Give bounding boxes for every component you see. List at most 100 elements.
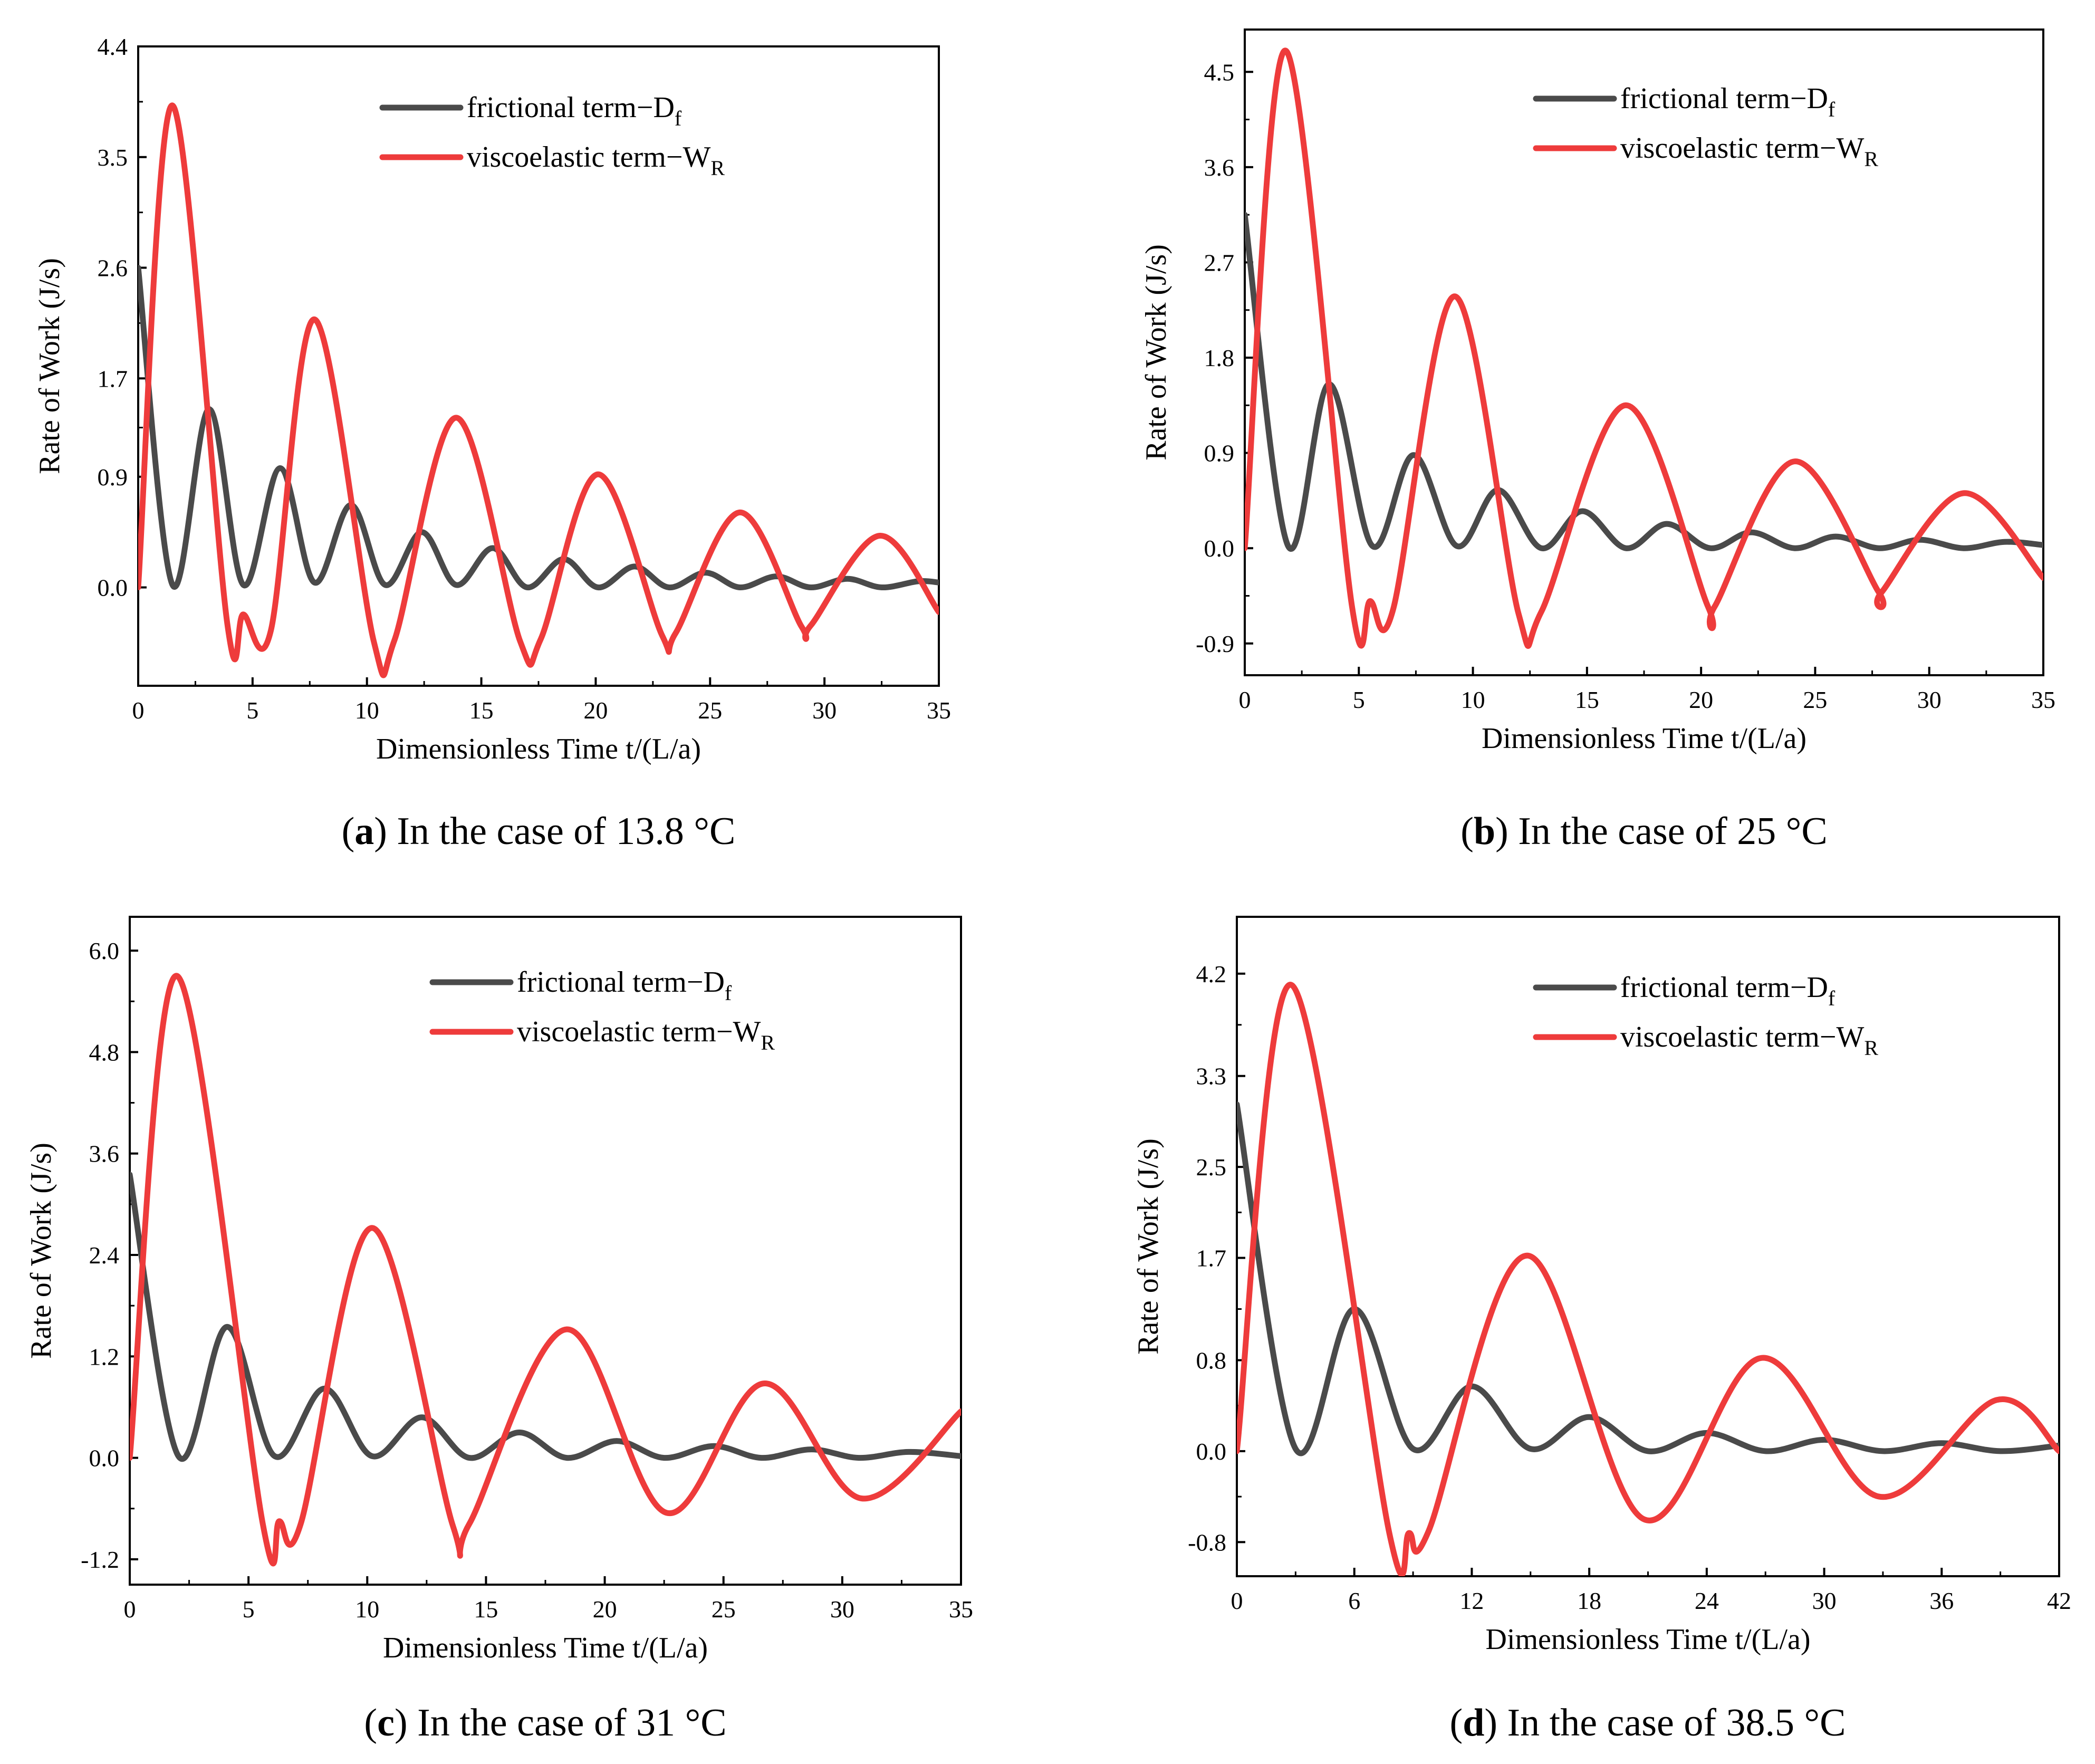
x-axis-label: Dimensionless Time t/(L/a) [376,733,701,765]
caption-letter: b [1474,810,1495,853]
x-tick-label: 5 [243,1596,255,1623]
y-tick-label: 0.0 [98,574,128,601]
y-tick-label: 0.8 [1196,1347,1227,1374]
legend-label-subscript: f [675,107,682,130]
y-tick-label: 1.7 [1196,1245,1227,1272]
chart-panel-d: 0 6 12 18 24 30 36 42 -0.8 0.0 0.8 1.7 2.5 3.3 4.2 Dime… [1132,916,2071,1744]
y-tick-label: 6.0 [89,937,120,964]
caption-text: ) In the case of 31 °C [395,1701,727,1744]
caption-open: ( [1460,810,1474,853]
x-tick-label: 24 [1695,1587,1719,1614]
y-tick-label: -0.8 [1188,1529,1226,1556]
series-line-viscoelastic [1245,47,2043,649]
x-tick-label: 12 [1459,1587,1484,1614]
x-tick-label: 30 [812,697,837,724]
caption-text: ) In the case of 38.5 °C [1484,1701,1846,1744]
y-tick-label: 1.8 [1204,344,1235,371]
x-tick-label: 35 [927,697,951,724]
series-line-viscoelastic [1237,982,2059,1576]
x-axis-label: Dimensionless Time t/(L/a) [383,1632,708,1664]
y-axis-label: Rate of Work (J/s) [25,1143,57,1359]
legend-label-viscoelastic: viscoelastic term−WR [1620,132,1878,171]
legend-label-subscript: R [1864,147,1878,171]
series-group [130,973,961,1567]
series-group [1237,982,2059,1576]
caption-open: ( [342,810,355,853]
caption-open: ( [364,1701,377,1744]
y-tick-label: 1.2 [89,1343,120,1370]
x-tick-label: 0 [1239,686,1251,713]
legend-label-subscript: R [1864,1036,1878,1060]
x-tick-label: 20 [583,697,608,724]
x-tick-label: 5 [246,697,258,724]
series-line-frictional [138,265,939,591]
chart-panel-b: 0 5 10 15 20 25 30 35 -0.9 0.0 0.9 1.8 2.7 3.6 4.5 Dime… [1140,28,2055,853]
legend-label-subscript: R [710,156,725,180]
x-tick-label: 0 [132,697,145,724]
x-axis-label: Dimensionless Time t/(L/a) [1486,1623,1811,1656]
y-axis-label: Rate of Work (J/s) [1132,1138,1165,1355]
y-tick-label: 4.4 [98,33,128,60]
series-line-viscoelastic [130,973,961,1567]
series-line-frictional [1237,1101,2059,1456]
x-tick-label: 30 [830,1596,854,1623]
x-tick-label: 42 [2047,1587,2071,1614]
x-tick-label: 6 [1348,1587,1360,1614]
caption-open: ( [1450,1701,1463,1744]
y-tick-label: 4.8 [89,1039,120,1066]
x-tick-label: 18 [1577,1587,1601,1614]
legend-label-subscript: f [1828,98,1835,121]
y-tick-label: 4.2 [1196,961,1227,988]
y-tick-label: 1.7 [98,365,128,392]
legend-label-main: frictional term−D [467,91,675,124]
figure-panels: 0 5 10 15 20 25 30 35 0.0 0.9 1.7 2.6 3.5 4.4 Dimensio… [25,28,2071,1744]
x-axis-label: Dimensionless Time t/(L/a) [1482,722,1806,755]
legend-label-main: viscoelastic term−W [517,1015,761,1048]
series-group [1245,47,2043,649]
y-tick-label: 3.6 [1204,154,1235,181]
legend-label-viscoelastic: viscoelastic term−WR [467,141,725,180]
panel-caption: (b) In the case of 25 °C [1460,810,1827,853]
legend-label-frictional: frictional term−Df [517,966,732,1005]
legend-label-frictional: frictional term−Df [1620,82,1835,121]
caption-text: ) In the case of 25 °C [1495,810,1828,853]
y-tick-label: 2.4 [89,1242,120,1269]
y-tick-label: 0.9 [98,464,128,491]
x-tick-label: 30 [1917,686,1942,713]
x-tick-label: 15 [1575,686,1599,713]
y-tick-label: 0.9 [1204,440,1235,467]
x-tick-label: 10 [355,697,379,724]
y-tick-label: 0.0 [1204,535,1235,562]
caption-letter: d [1463,1701,1484,1744]
x-tick-label: 20 [593,1596,617,1623]
panel-caption: (d) In the case of 38.5 °C [1450,1701,1846,1744]
legend-label-subscript: f [725,981,732,1005]
x-tick-label: 0 [1231,1587,1243,1614]
y-tick-label: 0.0 [89,1445,120,1472]
legend-label-main: frictional term−D [1620,971,1828,1004]
y-tick-label: 3.5 [98,144,128,171]
x-tick-label: 25 [1803,686,1827,713]
x-tick-label: 15 [469,697,494,724]
x-tick-label: 36 [1929,1587,1954,1614]
y-tick-label: 4.5 [1204,59,1235,85]
legend-label-main: frictional term−D [1620,82,1828,115]
y-axis-label: Rate of Work (J/s) [33,258,66,474]
y-axis-label: Rate of Work (J/s) [1140,244,1173,461]
x-tick-label: 20 [1689,686,1713,713]
x-tick-label: 25 [698,697,722,724]
chart-panel-a: 0 5 10 15 20 25 30 35 0.0 0.9 1.7 2.6 3.5 4.4 Dimensio… [33,33,951,853]
x-tick-label: 10 [355,1596,379,1623]
legend-label-viscoelastic: viscoelastic term−WR [1620,1021,1878,1060]
series-line-frictional [130,1172,961,1462]
y-tick-label: 0.0 [1196,1438,1227,1465]
panel-caption: (a) In the case of 13.8 °C [342,810,736,853]
caption-text: ) In the case of 13.8 °C [374,810,735,853]
caption-letter: c [377,1701,395,1744]
legend-label-subscript: f [1828,986,1835,1010]
x-tick-label: 35 [949,1596,973,1623]
y-tick-label: -1.2 [81,1546,119,1573]
x-tick-label: 15 [474,1596,498,1623]
panel-caption: (c) In the case of 31 °C [364,1701,726,1744]
